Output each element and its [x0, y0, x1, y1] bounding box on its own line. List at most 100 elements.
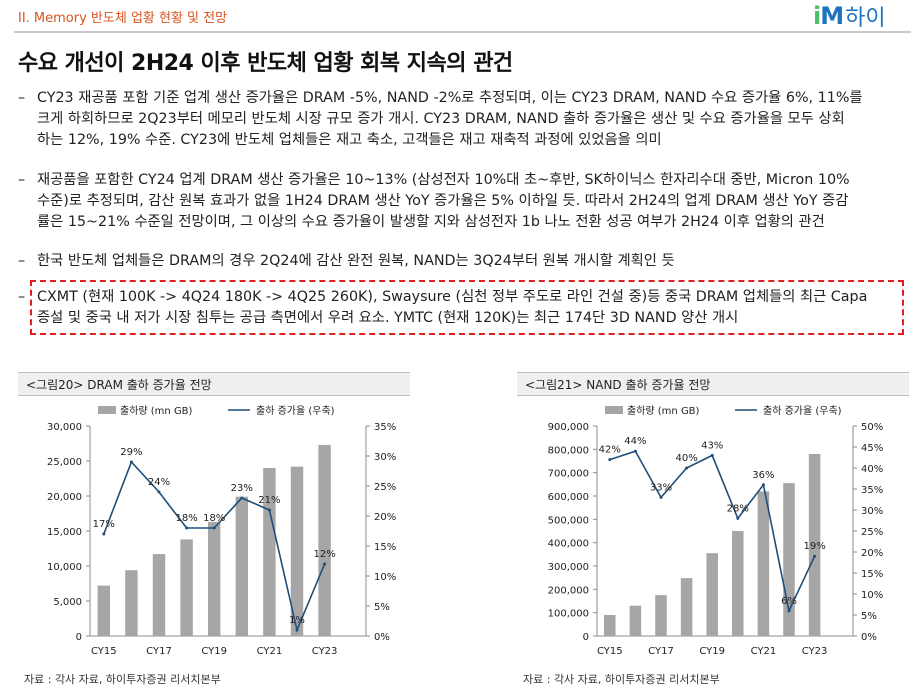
chart-caption: <그림20> DRAM 출하 증가율 전망 [18, 372, 410, 396]
legend-line-label: 출하 증가율 (우축) [763, 404, 842, 417]
bar [318, 444, 331, 636]
y-tick-label-right: 40% [861, 464, 883, 475]
y-tick-label-left: 400,000 [548, 539, 589, 550]
growth-point [813, 554, 817, 558]
y-tick-label-right: 5% [861, 611, 877, 622]
y-tick-label-right: 10% [861, 590, 883, 601]
y-tick-label-right: 30% [374, 452, 396, 463]
data-label: 28% [727, 503, 749, 514]
company-logo: iM 하이 [813, 1, 886, 31]
y-tick-label-right: 45% [861, 443, 883, 454]
bar [235, 496, 249, 636]
y-tick-label-right: 15% [861, 569, 883, 580]
logo-mark-rest: M [820, 2, 844, 30]
growth-point [212, 526, 216, 530]
y-tick-label-right: 20% [861, 548, 883, 559]
x-tick-label: CY15 [91, 646, 117, 657]
y-tick-label-left: 25,000 [47, 457, 82, 468]
nand-chart: 0 100,000 200,000 300,000 400,000 500,000 600,… [548, 404, 884, 657]
bar [757, 491, 770, 636]
bar [680, 578, 693, 636]
data-label: 24% [148, 477, 170, 488]
growth-point [736, 516, 740, 520]
data-label: 12% [313, 549, 335, 560]
data-label: 43% [701, 440, 723, 451]
bar [732, 531, 744, 636]
y-tick-label-right: 35% [374, 422, 396, 433]
growth-point [633, 449, 637, 453]
y-tick-label-right: 30% [861, 506, 883, 517]
bar [180, 539, 193, 636]
growth-point [685, 466, 689, 470]
growth-point [608, 458, 612, 462]
y-tick-label-left: 800,000 [548, 445, 589, 456]
growth-point [157, 490, 161, 494]
x-tick-label: CY21 [257, 646, 283, 657]
data-label: 40% [675, 453, 697, 464]
y-tick-label-right: 20% [374, 512, 396, 523]
x-tick-label: CY15 [597, 646, 623, 657]
data-label: 33% [650, 482, 672, 493]
growth-point [710, 453, 714, 457]
bullet-text: 재공품을 포함한 CY24 업계 DRAM 생산 증가율은 10~13% (삼성… [37, 172, 850, 230]
header-divider [14, 31, 911, 33]
data-label: 6% [781, 596, 797, 607]
bullet-dash: – [18, 289, 26, 305]
data-label: 18% [175, 513, 197, 524]
bullet-dash: – [18, 90, 26, 106]
x-tick-label: CY19 [201, 646, 227, 657]
legend: 출하량 (mn GB) 출하 증가율 (우축) [98, 404, 335, 417]
legend-line-label: 출하 증가율 (우축) [256, 404, 335, 417]
x-tick-label: CY17 [648, 646, 674, 657]
bar [290, 466, 304, 636]
bullet-item: – 한국 반도체 업체들은 DRAM의 경우 2Q24에 감산 완전 원복, N… [18, 251, 910, 272]
y-tick-label-right: 15% [374, 542, 396, 553]
y-tick-label-right: 0% [861, 632, 877, 643]
y-tick-label-left: 900,000 [548, 422, 589, 433]
x-tick-label: CY23 [802, 646, 828, 657]
x-tick-label: CY17 [146, 646, 172, 657]
chart-source: 자료 : 각사 자료, 하이투자증권 리서치본부 [24, 673, 221, 686]
bar [263, 468, 276, 636]
data-label: 36% [752, 470, 774, 481]
logo-mark-i: i [813, 2, 821, 30]
data-label: 42% [599, 445, 621, 456]
data-label: 44% [624, 436, 646, 447]
bullet-dash: – [18, 253, 26, 269]
bullet-item: – CY23 재공품 포함 기준 업계 생산 증가율은 DRAM -5%, NA… [18, 88, 910, 151]
data-label: 21% [258, 495, 280, 506]
x-tick-label: CY21 [751, 646, 777, 657]
growth-point [323, 562, 327, 566]
y-tick-label-left: 700,000 [548, 469, 589, 480]
y-tick-label-left: 10,000 [47, 562, 82, 573]
chart-source: 자료 : 각사 자료, 하이투자증권 리서치본부 [523, 673, 720, 686]
growth-point [659, 495, 663, 499]
y-tick-label-right: 0% [374, 632, 390, 643]
data-label: 23% [231, 483, 253, 494]
growth-point [240, 496, 244, 500]
y-tick-label-left: 0 [583, 632, 589, 643]
bar [152, 554, 166, 636]
data-label: 18% [203, 513, 225, 524]
y-tick-label-right: 25% [861, 527, 883, 538]
y-tick-label-right: 35% [861, 485, 883, 496]
legend-bar-swatch [98, 406, 116, 414]
logo-mark: iM [813, 2, 844, 30]
data-label: 19% [803, 541, 825, 552]
legend-bar-label: 출하량 (mn GB) [120, 404, 193, 417]
bar [97, 585, 111, 636]
data-label: 1% [289, 615, 305, 626]
bar [808, 454, 821, 636]
y-tick-label-right: 50% [861, 422, 883, 433]
x-tick-label: CY19 [699, 646, 725, 657]
bar [125, 570, 138, 636]
y-tick-label-left: 100,000 [548, 609, 589, 620]
legend: 출하량 (mn GB) 출하 증가율 (우축) [605, 404, 842, 417]
growth-point [787, 609, 791, 613]
bar [783, 483, 795, 636]
y-tick-label-left: 600,000 [548, 492, 589, 503]
y-tick-label-right: 25% [374, 482, 396, 493]
y-tick-label-left: 0 [76, 632, 82, 643]
x-tick-label: CY23 [312, 646, 338, 657]
page-header: II. Memory 반도체 업황 현황 및 전망 iM 하이 [0, 0, 919, 34]
